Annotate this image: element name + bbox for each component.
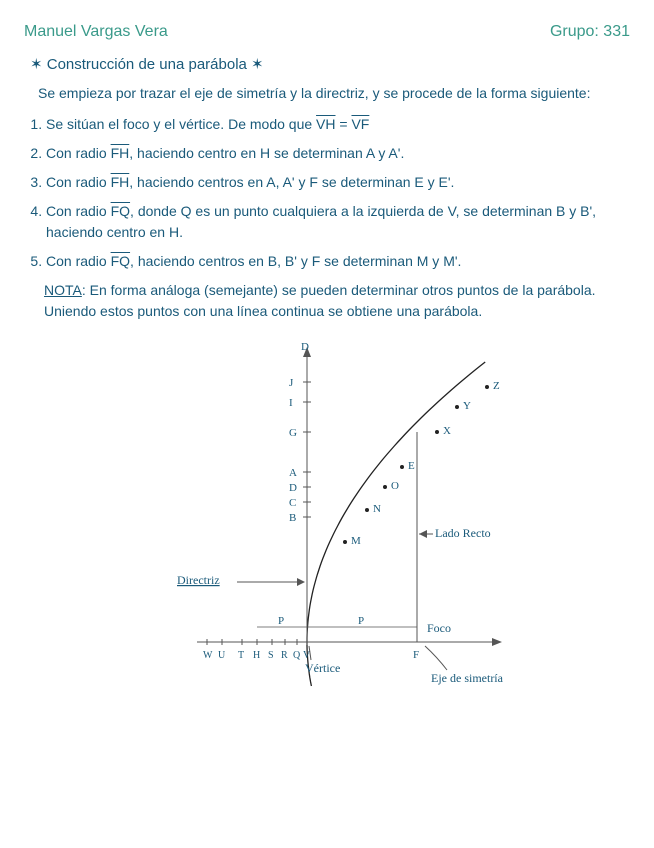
step-1-text-a: Se sitúan el foco y el vértice. De modo … [46, 116, 316, 132]
note-text: : En forma análoga (semejante) se pueden… [44, 282, 596, 319]
svg-text:Directriz: Directriz [177, 573, 220, 587]
step-2: Con radio FH, haciendo centro en H se de… [46, 143, 630, 164]
step-5-text-a: Con radio [46, 253, 111, 269]
svg-text:A: A [289, 467, 297, 479]
svg-text:R: R [281, 650, 288, 661]
svg-text:P: P [358, 615, 364, 627]
step-4: Con radio FQ, donde Q es un punto cualqu… [46, 201, 630, 243]
svg-text:U: U [218, 650, 226, 661]
step-1: Se sitúan el foco y el vértice. De modo … [46, 114, 630, 135]
svg-text:O: O [391, 480, 399, 492]
svg-text:N: N [373, 503, 381, 515]
svg-text:T: T [238, 650, 244, 661]
note-block: NOTA: En forma análoga (semejante) se pu… [44, 280, 630, 322]
step-3: Con radio FH, haciendo centros en A, A' … [46, 172, 630, 193]
group-number: Grupo: 331 [550, 20, 630, 44]
svg-text:D: D [301, 341, 309, 353]
intro-text: Se empieza por trazar el eje de simetría… [38, 83, 630, 104]
svg-text:C: C [289, 497, 296, 509]
page-title: ✶ Construcción de una parábola ✶ [30, 54, 630, 77]
svg-text:G: G [289, 427, 297, 439]
svg-text:Eje de simetría: Eje de simetría [431, 671, 504, 685]
step-2-text-c: , haciendo centro en H se determinan A y… [129, 145, 404, 161]
svg-text:Lado Recto: Lado Recto [435, 526, 491, 540]
parabola-diagram: JIGADCBWUTHSRQVZYXEONMDFPPDirectrizVérti… [117, 332, 537, 692]
step-2-text-a: Con radio [46, 145, 111, 161]
step-3-text-a: Con radio [46, 174, 111, 190]
svg-text:Y: Y [463, 400, 471, 412]
svg-text:S: S [268, 650, 274, 661]
step-3-seg-fh: FH [111, 174, 130, 190]
step-1-seg-vh: VH [316, 116, 335, 132]
step-4-seg-fq: FQ [111, 203, 130, 219]
step-4-text-a: Con radio [46, 203, 111, 219]
svg-text:W: W [203, 650, 213, 661]
step-2-seg-fh: FH [111, 145, 130, 161]
svg-text:P: P [278, 615, 284, 627]
student-name: Manuel Vargas Vera [24, 20, 168, 44]
page-header: Manuel Vargas Vera Grupo: 331 [24, 20, 630, 44]
step-5: Con radio FQ, haciendo centros en B, B' … [46, 251, 630, 272]
step-5-text-c: , haciendo centros en B, B' y F se deter… [130, 253, 461, 269]
step-5-seg-fq: FQ [111, 253, 130, 269]
svg-text:H: H [253, 650, 260, 661]
svg-text:B: B [289, 512, 296, 524]
svg-text:J: J [289, 377, 294, 389]
svg-text:F: F [413, 649, 419, 661]
svg-text:Foco: Foco [427, 621, 451, 635]
svg-text:Vértice: Vértice [305, 661, 340, 675]
svg-text:D: D [289, 482, 297, 494]
svg-text:X: X [443, 425, 451, 437]
svg-text:E: E [408, 460, 415, 472]
step-1-seg-vf: VF [351, 116, 369, 132]
step-1-eq: = [336, 116, 352, 132]
svg-text:I: I [289, 397, 293, 409]
svg-text:M: M [351, 535, 361, 547]
step-3-text-c: , haciendo centros en A, A' y F se deter… [129, 174, 454, 190]
svg-text:Z: Z [493, 380, 500, 392]
svg-text:Q: Q [293, 650, 301, 661]
steps-list: Se sitúan el foco y el vértice. De modo … [24, 114, 630, 272]
note-label: NOTA [44, 282, 82, 298]
